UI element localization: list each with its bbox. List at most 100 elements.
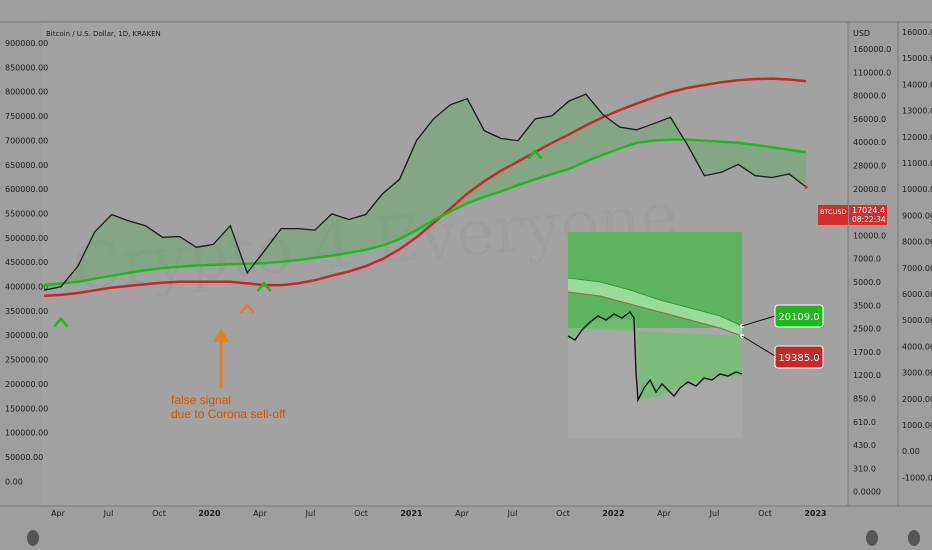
time-tick-label: Apr bbox=[51, 509, 66, 518]
inset-lower-line bbox=[567, 291, 743, 337]
price-badge[interactable]: BTCUSD 17024.4 08:22:34 bbox=[818, 205, 887, 225]
left-tick-label: 150000.00 bbox=[5, 404, 48, 413]
right-tick-label: 8000.00 bbox=[902, 238, 932, 247]
right-price-axis[interactable]: 16000.00 15000.00 14000.00 13000.00 12000.00… bbox=[902, 28, 932, 482]
right-tick-label: 14000.00 bbox=[902, 80, 932, 89]
time-tick-label: 2021 bbox=[400, 509, 423, 518]
log-tick-label: 110000.0 bbox=[853, 68, 891, 77]
right-tick-label: 4000.00 bbox=[902, 342, 932, 351]
left-tick-label: 500000.00 bbox=[5, 234, 48, 243]
log-tick-label: 430.0 bbox=[853, 441, 876, 450]
log-tick-label: 850.0 bbox=[853, 395, 876, 404]
left-tick-label: 450000.00 bbox=[5, 258, 48, 267]
left-tick-label: 350000.00 bbox=[5, 307, 48, 316]
price-ma-fill bbox=[44, 94, 806, 291]
left-tick-label: 850000.00 bbox=[5, 63, 48, 72]
log-tick-label: 28000.0 bbox=[853, 162, 886, 171]
right-tick-label: 1000.00 bbox=[902, 421, 932, 430]
left-tick-label: 600000.00 bbox=[5, 185, 48, 194]
time-tick-label: Jul bbox=[507, 509, 518, 518]
log-price-axis[interactable]: USD 160000.0 110000.0 80000.0 56000.0 40000.… bbox=[853, 29, 891, 497]
right-tick-label: 2000.00 bbox=[902, 395, 932, 404]
false-signal-marker bbox=[239, 302, 255, 314]
left-tick-label: 200000.00 bbox=[5, 380, 48, 389]
right-tick-label: 13000.00 bbox=[902, 107, 932, 116]
left-tick-label: 900000.00 bbox=[5, 39, 48, 48]
left-tick-label: 250000.00 bbox=[5, 356, 48, 365]
right-tick-label: 11000.00 bbox=[902, 159, 932, 168]
inset-price-line bbox=[567, 310, 743, 403]
red-long-ma-line bbox=[43, 77, 807, 298]
time-tick-label: 2020 bbox=[198, 509, 221, 518]
log-tick-label: 80000.0 bbox=[853, 92, 886, 101]
inset-lower-label bbox=[774, 345, 824, 369]
left-scroll-knob[interactable] bbox=[27, 530, 39, 546]
annotation-arrow-head bbox=[213, 328, 229, 342]
inset-lower-connector bbox=[741, 335, 776, 357]
log-tick-label: 610.0 bbox=[853, 418, 876, 427]
left-tick-label: 100000.00 bbox=[5, 429, 48, 438]
left-tick-label: 800000.00 bbox=[5, 88, 48, 97]
inset-green-zone bbox=[568, 232, 742, 328]
price-badge-countdown: 08:22:34 bbox=[852, 215, 886, 224]
log-tick-label: 1200.0 bbox=[853, 371, 881, 380]
right-tick-label: 16000.00 bbox=[902, 28, 932, 37]
log-axis-currency: USD bbox=[853, 29, 870, 38]
price-badge-price: 17024.4 bbox=[852, 206, 885, 215]
left-price-axis[interactable]: 900000.00 850000.00 800000.00 750000.00 7000… bbox=[5, 39, 48, 486]
log-tick-label: 310.0 bbox=[853, 464, 876, 473]
time-tick-label: 2022 bbox=[602, 509, 624, 518]
time-tick-label: Oct bbox=[354, 509, 368, 518]
right-scroll-knob[interactable] bbox=[908, 530, 920, 546]
last-price-point bbox=[804, 185, 808, 189]
buy-signal-marker bbox=[256, 281, 272, 292]
log-tick-label: 7000.0 bbox=[853, 255, 881, 264]
log-tick-label: 5000.0 bbox=[853, 278, 881, 287]
right-tick-label: 5000.00 bbox=[902, 316, 932, 325]
inset-upper-value: 20109.0 bbox=[778, 312, 819, 323]
signal-markers bbox=[53, 148, 543, 328]
log-tick-label: 3500.0 bbox=[853, 301, 881, 310]
right-tick-label: 12000.00 bbox=[902, 133, 932, 142]
right-tick-label: 3000.00 bbox=[902, 369, 932, 378]
buy-signal-marker bbox=[53, 316, 69, 328]
series-lines bbox=[43, 77, 808, 298]
log-tick-label: 20000.0 bbox=[853, 185, 886, 194]
price-badge-symbol: BTCUSD bbox=[820, 208, 846, 216]
right-tick-label: 7000.00 bbox=[902, 264, 932, 273]
time-axis[interactable]: Apr Jul Oct 2020 Apr Jul Oct 2021 Apr Jul Oct 2022 A… bbox=[51, 509, 827, 518]
annotation-line-2: due to Corona sell-off bbox=[171, 407, 286, 421]
left-tick-label: 0.00 bbox=[5, 477, 23, 486]
time-tick-label: Apr bbox=[657, 509, 672, 518]
right-tick-label: 15000.00 bbox=[902, 54, 932, 63]
time-tick-label: Jul bbox=[103, 509, 114, 518]
inset-fill-below bbox=[568, 318, 742, 400]
right-tick-label: 10000.00 bbox=[902, 185, 932, 194]
right-tick-label: -1000.00 bbox=[902, 473, 932, 482]
time-tick-label: Jul bbox=[709, 509, 720, 518]
time-tick-label: Jul bbox=[305, 509, 316, 518]
inset-lower-value: 19385.0 bbox=[778, 353, 819, 364]
inset-upper-label bbox=[774, 304, 824, 328]
inset-light-band bbox=[568, 278, 742, 336]
inset-upper-line bbox=[567, 277, 743, 327]
inset-upper-connector bbox=[741, 315, 776, 327]
log-tick-label: 0.0000 bbox=[853, 488, 881, 497]
mid-scroll-knob[interactable] bbox=[866, 530, 878, 546]
log-tick-label: 2500.0 bbox=[853, 325, 881, 334]
left-tick-label: 550000.00 bbox=[5, 210, 48, 219]
annotation-line-1: false signal bbox=[171, 393, 231, 407]
log-tick-label: 40000.0 bbox=[853, 138, 886, 147]
left-tick-label: 50000.00 bbox=[5, 453, 43, 462]
false-signal-annotation: false signal due to Corona sell-off bbox=[171, 328, 286, 421]
left-tick-label: 700000.00 bbox=[5, 136, 48, 145]
time-tick-label: Oct bbox=[556, 509, 570, 518]
left-tick-label: 750000.00 bbox=[5, 112, 48, 121]
inset-zoom: 20109.0 19385.0 bbox=[567, 232, 824, 438]
left-tick-label: 650000.00 bbox=[5, 161, 48, 170]
right-tick-label: 6000.00 bbox=[902, 290, 932, 299]
price-badge-symbol-bg bbox=[818, 205, 848, 225]
right-tick-label: 9000.00 bbox=[902, 211, 932, 220]
